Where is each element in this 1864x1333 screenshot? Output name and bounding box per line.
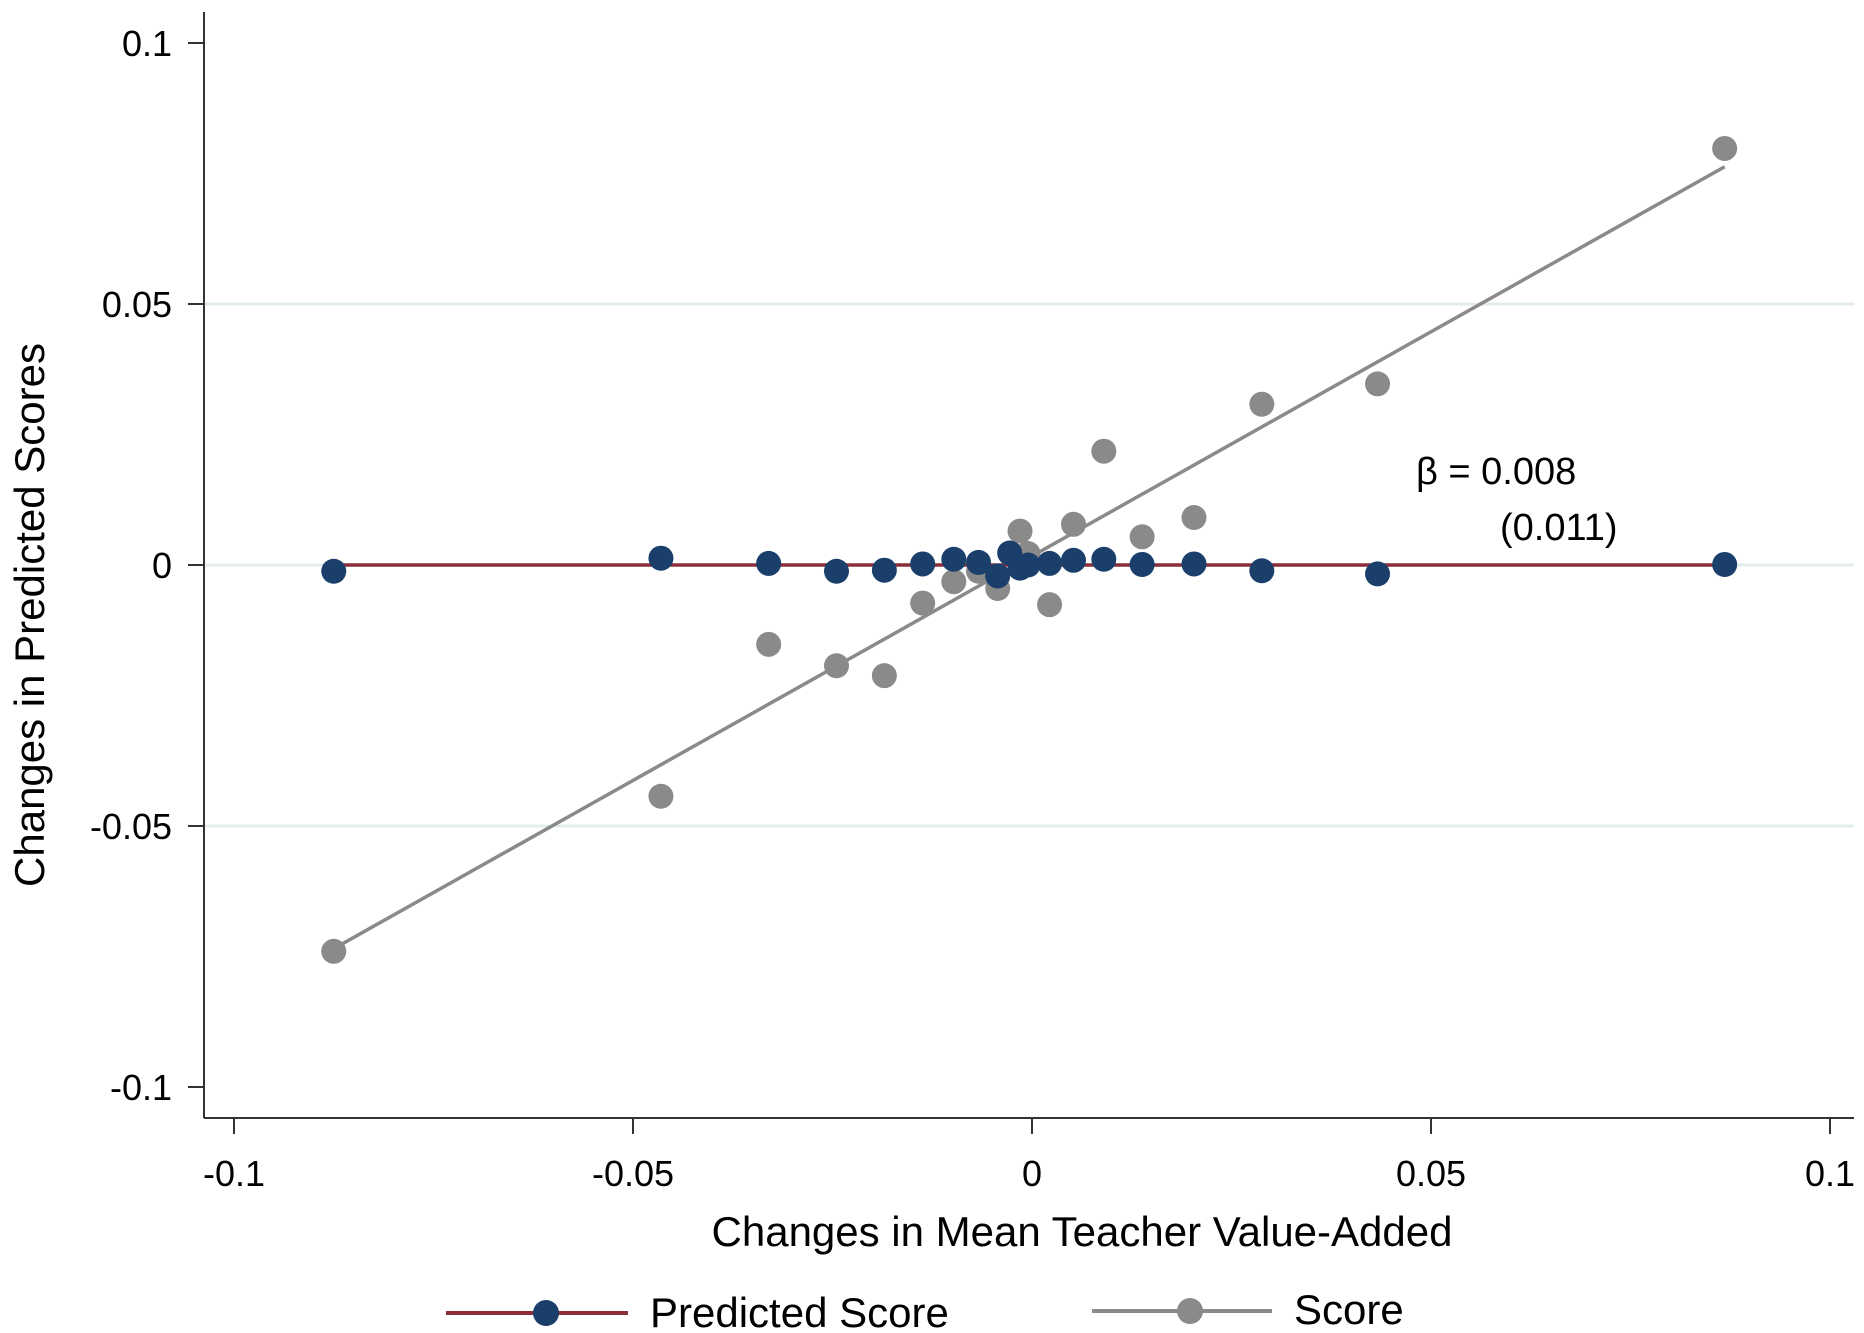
y-tick-label: 0.1: [122, 23, 172, 64]
point-predicted-score: [1060, 547, 1086, 573]
point-score: [321, 938, 347, 964]
point-score: [648, 783, 674, 809]
point-predicted-score: [321, 558, 347, 584]
point-predicted-score: [1015, 552, 1041, 578]
point-predicted-score: [1181, 551, 1207, 577]
legend-item-predicted-score: Predicted Score: [446, 1289, 949, 1333]
point-score: [1365, 371, 1391, 397]
data-points: [321, 135, 1738, 964]
point-predicted-score: [648, 545, 674, 571]
se-annotation: (0.011): [1500, 507, 1618, 549]
point-score: [1007, 518, 1033, 544]
point-predicted-score: [1091, 546, 1117, 572]
x-tick-label: 0: [1022, 1153, 1042, 1194]
y-tick-label: -0.05: [90, 806, 172, 847]
point-predicted-score: [756, 550, 782, 576]
x-axis-title: Changes in Mean Teacher Value-Added: [712, 1208, 1453, 1255]
point-score: [1249, 391, 1275, 417]
y-tick-label: 0.05: [102, 284, 172, 325]
legend-item-score: Score: [1092, 1286, 1404, 1333]
x-axis-ticks: -0.1 -0.05 0 0.05 0.1: [203, 1118, 1855, 1194]
point-score: [1037, 592, 1063, 618]
y-axis-ticks: -0.1 -0.05 0 0.05 0.1: [90, 23, 204, 1108]
point-score: [1712, 135, 1738, 161]
point-score: [823, 653, 849, 679]
point-predicted-score: [966, 549, 992, 575]
point-predicted-score: [1129, 551, 1155, 577]
point-score: [910, 590, 936, 616]
y-tick-label: 0: [152, 545, 172, 586]
x-tick-label: 0.1: [1805, 1153, 1855, 1194]
point-predicted-score: [823, 558, 849, 584]
x-tick-label: 0.05: [1396, 1153, 1466, 1194]
legend-label-score: Score: [1294, 1286, 1404, 1333]
point-score: [1091, 438, 1117, 464]
y-axis-title: Changes in Predicted Scores: [6, 343, 53, 887]
point-score: [1181, 504, 1207, 530]
point-predicted-score: [941, 546, 967, 572]
legend-marker-score: [1177, 1298, 1203, 1324]
point-predicted-score: [1249, 558, 1275, 584]
x-tick-label: -0.05: [592, 1153, 674, 1194]
legend-label-predicted-score: Predicted Score: [650, 1289, 949, 1333]
legend: Predicted Score Score: [446, 1286, 1404, 1333]
point-predicted-score: [1712, 551, 1738, 577]
point-score: [1129, 524, 1155, 550]
point-score: [941, 569, 967, 595]
beta-annotation: β = 0.008: [1416, 451, 1576, 493]
point-score: [756, 631, 782, 657]
point-predicted-score: [985, 563, 1011, 589]
point-predicted-score: [871, 557, 897, 583]
point-predicted-score: [1037, 550, 1063, 576]
point-score: [871, 663, 897, 689]
legend-marker-predicted-score: [533, 1300, 559, 1326]
y-tick-label: -0.1: [110, 1067, 172, 1108]
point-predicted-score: [910, 551, 936, 577]
point-predicted-score: [1365, 561, 1391, 587]
point-score: [1060, 511, 1086, 537]
x-tick-label: -0.1: [203, 1153, 265, 1194]
